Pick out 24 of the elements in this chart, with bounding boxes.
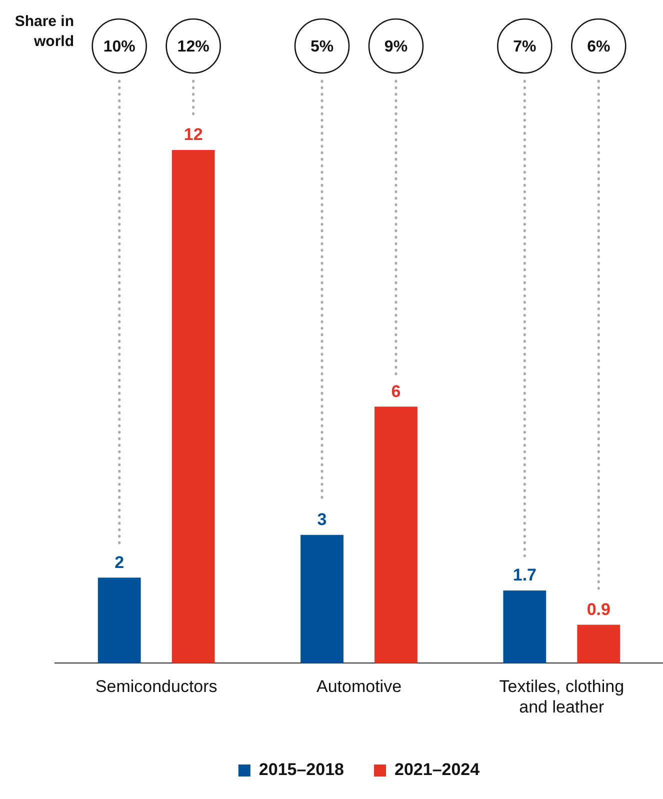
- text: 5%: [310, 38, 334, 56]
- legend-label: 2021–2024: [394, 760, 480, 780]
- data-label: 0.9: [586, 600, 610, 619]
- data-label: 2: [114, 552, 124, 572]
- bar: [172, 150, 215, 664]
- data-label: 12: [184, 125, 203, 144]
- x-tick-label: Textiles, clothing and leather: [499, 677, 624, 716]
- bar: [98, 578, 141, 664]
- text: 6%: [587, 38, 610, 56]
- data-label: 1.7: [512, 566, 536, 585]
- bar: [577, 624, 620, 664]
- data-label: 3: [317, 510, 327, 530]
- text: 7%: [513, 38, 536, 56]
- x-tick-label: Semiconductors: [95, 677, 218, 696]
- text: 12%: [177, 38, 210, 56]
- bar: [300, 534, 344, 664]
- data-label: 6: [391, 382, 401, 401]
- bar: [374, 406, 418, 664]
- text: 9%: [384, 38, 408, 56]
- text: Share in world: [14, 13, 74, 50]
- text: 10%: [103, 38, 136, 56]
- legend-label: 2015–2018: [258, 760, 344, 780]
- bar: [503, 590, 546, 664]
- x-tick-label: Automotive: [316, 677, 402, 696]
